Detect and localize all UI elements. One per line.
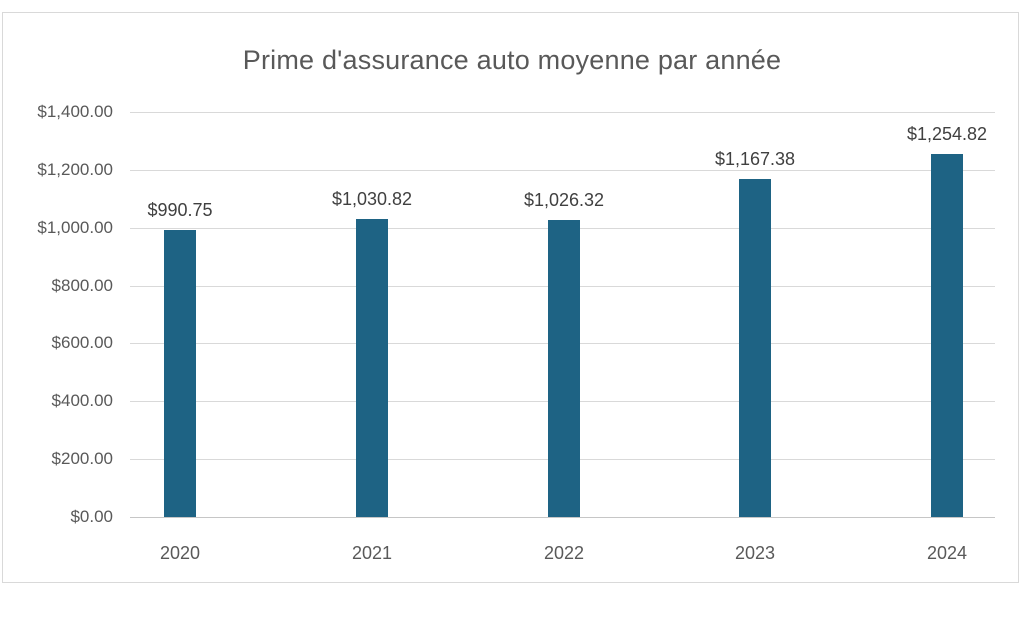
y-tick-label: $1,000.00 [37, 217, 113, 237]
x-tick-label-2020: 2020 [159, 543, 201, 563]
x-tick-label-2021: 2021 [351, 543, 393, 563]
y-tick-label: $200.00 [51, 449, 113, 469]
bar-2021 [356, 218, 388, 517]
gridline [130, 169, 995, 171]
data-label-2022: $1,026.32 [523, 190, 605, 211]
data-label-2024: $1,254.82 [906, 123, 988, 144]
x-tick-label-2023: 2023 [734, 543, 776, 563]
y-tick-label: $1,400.00 [37, 102, 113, 121]
chart-frame [2, 12, 1019, 583]
gridline [130, 112, 995, 113]
data-label-2020: $990.75 [147, 200, 213, 221]
bar-2020 [164, 230, 196, 517]
data-label-2023: $1,167.38 [714, 149, 796, 170]
y-tick-label: $600.00 [51, 333, 113, 353]
x-tick-label-2022: 2022 [543, 543, 585, 563]
bar-2022 [548, 220, 580, 517]
bar-2024 [931, 153, 963, 517]
bar-2023 [739, 179, 771, 517]
y-tick-label: $0.00 [70, 507, 113, 526]
y-tick-label: $800.00 [51, 275, 113, 295]
x-tick-label-2024: 2024 [926, 543, 968, 563]
x-axis-line [130, 517, 995, 518]
data-label-2021: $1,030.82 [331, 188, 413, 209]
y-tick-label: $400.00 [51, 391, 113, 411]
chart-title: Prime d'assurance auto moyenne par année [242, 45, 782, 75]
y-tick-label: $1,200.00 [37, 159, 113, 179]
